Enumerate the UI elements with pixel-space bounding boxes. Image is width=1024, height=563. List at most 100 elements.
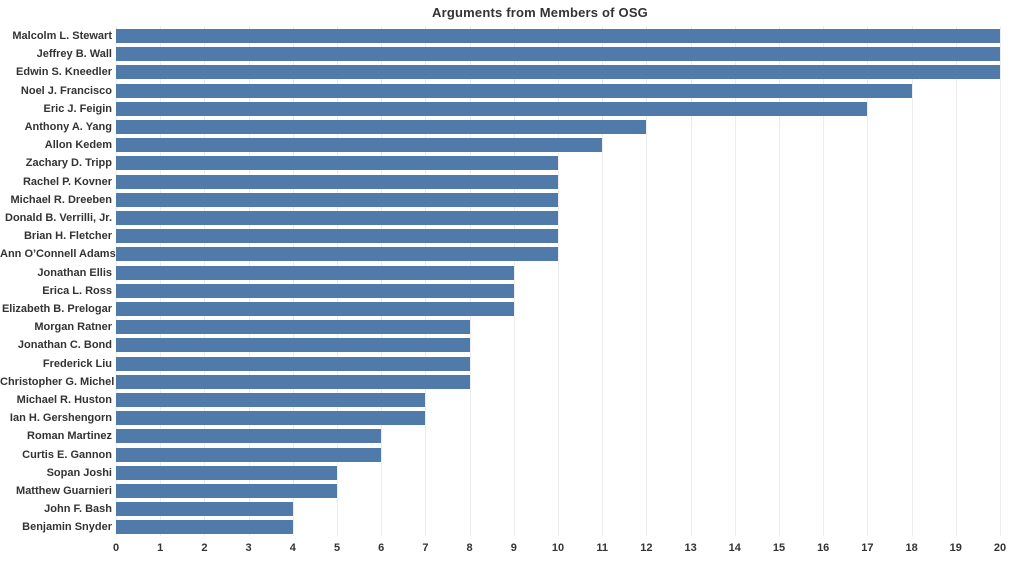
bar-row: Sopan Joshi — [0, 464, 1024, 482]
gridline — [337, 26, 338, 536]
gridline — [734, 26, 736, 536]
x-tick-label: 13 — [684, 542, 697, 554]
x-tick-label: 11 — [596, 542, 608, 554]
bar-row: Zachary D. Tripp — [0, 154, 1024, 172]
category-label: Ian H. Gershengorn — [9, 412, 112, 425]
gridline — [292, 26, 294, 536]
category-label: Elizabeth B. Prelogar — [1, 303, 112, 315]
bar[interactable] — [116, 283, 514, 298]
gridline — [204, 26, 206, 536]
x-tick-label: 14 — [728, 542, 741, 554]
bar-row: Eric J. Feigin — [0, 100, 1024, 118]
x-tick-label: 20 — [993, 542, 1007, 554]
bar[interactable] — [116, 47, 1000, 62]
bar[interactable] — [116, 484, 337, 499]
category-label: Michael R. Dreeben — [10, 193, 112, 206]
bar[interactable] — [116, 247, 558, 262]
bar[interactable] — [116, 265, 514, 280]
x-tick-label: 5 — [333, 542, 341, 554]
bar-row: Erica L. Ross — [0, 282, 1024, 300]
category-label: Edwin S. Kneedler — [16, 66, 112, 79]
gridline — [911, 26, 913, 536]
gridline — [602, 26, 604, 536]
bar-row: Christopher G. Michel — [0, 373, 1024, 391]
bar[interactable] — [116, 229, 558, 244]
bar[interactable] — [116, 192, 558, 207]
bar[interactable] — [116, 302, 514, 317]
bar[interactable] — [116, 447, 382, 462]
category-label: Benjamin Snyder — [22, 521, 112, 534]
bar-rows: Malcolm L. Stewart Jeffrey B. Wall Edwin S… — [0, 27, 1024, 537]
gridline — [823, 26, 825, 536]
x-tick-label: 16 — [817, 542, 830, 554]
category-label: Sopan Joshi — [46, 466, 112, 479]
bar-row: Frederick Liu — [0, 355, 1024, 373]
bar[interactable] — [116, 429, 382, 444]
x-tick-label: 10 — [551, 542, 565, 554]
bar[interactable] — [116, 29, 1000, 44]
category-label: Malcolm L. Stewart — [12, 30, 112, 42]
x-tick-label: 0 — [112, 542, 120, 554]
bar-row: Noel J. Francisco — [0, 82, 1024, 100]
category-label: Matthew Guarnieri — [16, 485, 112, 497]
bar-row: Michael R. Dreeben — [0, 191, 1024, 209]
bar[interactable] — [116, 174, 558, 189]
x-tick-label: 7 — [422, 542, 429, 554]
gridline — [469, 26, 471, 536]
bar[interactable] — [116, 83, 912, 98]
bar-row: Michael R. Huston — [0, 391, 1024, 409]
bar-row: Curtis E. Gannon — [0, 446, 1024, 464]
gridline — [425, 26, 427, 536]
category-label: Christopher G. Michel — [0, 375, 115, 388]
bar-row: Malcolm L. Stewart — [0, 27, 1024, 45]
bar[interactable] — [116, 374, 470, 389]
bar-row: Morgan Ratner — [0, 318, 1024, 336]
category-label: Michael R. Huston — [16, 394, 112, 406]
gridlines — [0, 26, 1024, 536]
gridline — [116, 26, 117, 536]
bar[interactable] — [116, 502, 293, 517]
bar[interactable] — [116, 320, 470, 335]
bar-row: Matthew Guarnieri — [0, 482, 1024, 500]
category-label: Eric J. Feigin — [43, 102, 112, 115]
bar[interactable] — [116, 101, 868, 116]
bar[interactable] — [116, 465, 337, 480]
category-label: Brian H. Fletcher — [23, 230, 112, 243]
bar[interactable] — [116, 520, 293, 535]
bar[interactable] — [116, 338, 470, 353]
gridline — [248, 26, 250, 536]
category-label: Erica L. Ross — [42, 284, 112, 297]
bar-row: Jonathan C. Bond — [0, 336, 1024, 354]
bar-row: Jonathan Ellis — [0, 264, 1024, 282]
gridline — [513, 26, 515, 536]
bar[interactable] — [116, 156, 558, 171]
bar-row: Allon Kedem — [0, 136, 1024, 154]
category-label: Donald B. Verrilli, Jr. — [5, 212, 112, 224]
x-tick-label: 8 — [466, 542, 473, 554]
bar-row: Elizabeth B. Prelogar — [0, 300, 1024, 318]
category-label: Ann O’Connell Adams — [0, 248, 116, 261]
gridline — [690, 26, 692, 536]
x-tick-label: 15 — [772, 542, 786, 554]
category-label: Frederick Liu — [42, 357, 112, 370]
bar[interactable] — [116, 65, 1000, 80]
bar[interactable] — [116, 356, 470, 371]
x-axis: 0 1 2 3 4 5 6 7 8 9 10 11 12 13 14 15 16 17 18 19 20 — [0, 542, 1024, 558]
bar-row: Edwin S. Kneedler — [0, 63, 1024, 81]
category-label: Allon Kedem — [44, 139, 112, 152]
bar[interactable] — [116, 393, 426, 408]
category-label: Zachary D. Tripp — [25, 157, 112, 170]
bar-row: Anthony A. Yang — [0, 118, 1024, 136]
bar-row: John F. Bash — [0, 500, 1024, 518]
x-tick-label: 4 — [289, 542, 296, 554]
bar[interactable] — [116, 120, 647, 135]
bar-row: Ian H. Gershengorn — [0, 409, 1024, 427]
gridline — [381, 26, 383, 536]
bar-row: Jeffrey B. Wall — [0, 45, 1024, 63]
bar[interactable] — [116, 211, 558, 226]
category-label: Noel J. Francisco — [20, 84, 112, 97]
bar-row: Rachel P. Kovner — [0, 173, 1024, 191]
x-tick-label: 17 — [861, 542, 874, 554]
bar[interactable] — [116, 138, 603, 153]
bar[interactable] — [116, 411, 426, 426]
